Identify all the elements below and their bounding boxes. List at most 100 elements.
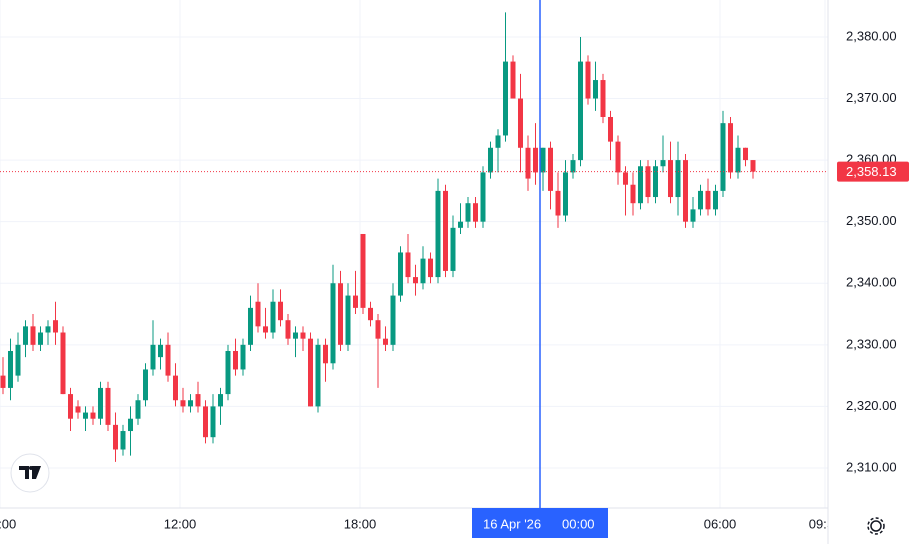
candle-body bbox=[480, 172, 486, 222]
candle-body bbox=[675, 160, 681, 198]
candle-body bbox=[270, 301, 276, 333]
candle-body bbox=[30, 326, 36, 345]
candle-body bbox=[323, 344, 328, 364]
candle-body bbox=[338, 283, 343, 345]
candle-body bbox=[38, 332, 43, 345]
candle-body bbox=[345, 295, 351, 345]
candle-body bbox=[435, 190, 441, 278]
x-tick-label: 09:30 bbox=[809, 516, 842, 531]
candle-body bbox=[555, 190, 561, 216]
x-tick-label: 12:00 bbox=[164, 516, 197, 531]
crosshair-date: 16 Apr '26 bbox=[483, 516, 541, 531]
candle-body bbox=[608, 116, 613, 142]
candle-body bbox=[615, 141, 621, 173]
candle-body bbox=[548, 147, 553, 191]
candle-body bbox=[195, 394, 201, 407]
settings-icon[interactable] bbox=[867, 517, 885, 535]
candles bbox=[0, 12, 756, 462]
candle-body bbox=[8, 350, 13, 388]
candle-body bbox=[390, 295, 396, 345]
candle-body bbox=[540, 147, 546, 173]
candle-body bbox=[630, 184, 636, 204]
candle-body bbox=[83, 412, 88, 419]
candle-body bbox=[353, 295, 358, 308]
candle-body bbox=[0, 375, 6, 388]
candle-body bbox=[98, 387, 103, 419]
candle-body bbox=[668, 160, 673, 198]
candle-body bbox=[68, 394, 73, 419]
crosshair-time: 00:00 bbox=[562, 516, 595, 531]
candle-body bbox=[465, 203, 471, 222]
candle-body bbox=[143, 369, 148, 401]
time-axis: 06:00 12:00 18:00 06:00 09:30 bbox=[0, 516, 842, 531]
candle-body bbox=[405, 252, 411, 278]
x-tick-label: 06:00 bbox=[0, 516, 16, 531]
candle-body bbox=[75, 406, 81, 413]
tv-logo bbox=[10, 453, 50, 493]
candle-body bbox=[398, 252, 403, 296]
candle-body bbox=[158, 344, 163, 358]
candle-body bbox=[203, 406, 208, 438]
candle-body bbox=[570, 160, 576, 173]
candle-body bbox=[503, 61, 508, 136]
candle-body bbox=[698, 190, 703, 210]
candle-body bbox=[593, 80, 598, 99]
candle-body bbox=[278, 301, 283, 321]
candle-body bbox=[248, 307, 253, 345]
candle-body bbox=[150, 344, 156, 370]
candle-body bbox=[720, 123, 726, 191]
candle-body bbox=[413, 277, 418, 284]
candle-body bbox=[653, 166, 658, 198]
candle-body bbox=[188, 400, 193, 407]
candle-body bbox=[308, 338, 313, 407]
candle-body bbox=[510, 61, 516, 99]
candle-body bbox=[735, 147, 741, 173]
candle-body bbox=[458, 221, 463, 228]
candle-body bbox=[525, 147, 531, 179]
candle-body bbox=[383, 338, 388, 345]
candle-body bbox=[105, 387, 111, 425]
axis-bg bbox=[828, 0, 918, 544]
candle-body bbox=[473, 203, 478, 222]
candle-body bbox=[53, 320, 58, 333]
candle-body bbox=[750, 160, 756, 172]
candle-body bbox=[45, 326, 51, 333]
candle-body bbox=[420, 258, 426, 284]
candle-body bbox=[705, 190, 711, 210]
candle-body bbox=[330, 283, 336, 364]
candle-body bbox=[23, 326, 28, 345]
candle-body bbox=[690, 209, 696, 222]
crosshair-label-box bbox=[472, 508, 608, 538]
candle-body bbox=[450, 227, 456, 271]
candle-body bbox=[225, 350, 231, 395]
last-price-box bbox=[837, 161, 909, 182]
candle-body bbox=[533, 147, 538, 173]
candle-body bbox=[165, 344, 171, 376]
candle-body bbox=[128, 418, 133, 432]
candle-body bbox=[728, 123, 733, 173]
candle-body bbox=[375, 320, 381, 339]
candle-body bbox=[645, 166, 651, 198]
candle-body bbox=[660, 160, 666, 167]
candle-body bbox=[180, 400, 186, 407]
candle-body bbox=[300, 332, 306, 339]
candle-body bbox=[173, 375, 178, 401]
candle-body bbox=[638, 166, 643, 204]
x-tick-label: 06:00 bbox=[704, 516, 737, 531]
candle-body bbox=[240, 344, 246, 370]
candle-body bbox=[263, 326, 268, 333]
candle-body bbox=[120, 431, 126, 450]
candle-body bbox=[600, 80, 606, 117]
candle-body bbox=[743, 147, 748, 161]
candle-body bbox=[293, 332, 298, 339]
y-tick-label: 2,310.00 bbox=[846, 459, 897, 474]
candle-body bbox=[90, 412, 96, 419]
y-tick-label: 2,380.00 bbox=[846, 28, 897, 43]
candle-body bbox=[255, 301, 261, 327]
candle-body bbox=[233, 350, 238, 370]
candle-body bbox=[210, 406, 216, 438]
y-tick-label: 2,340.00 bbox=[846, 275, 897, 290]
candle-body bbox=[360, 233, 366, 308]
candle-body bbox=[443, 190, 448, 271]
